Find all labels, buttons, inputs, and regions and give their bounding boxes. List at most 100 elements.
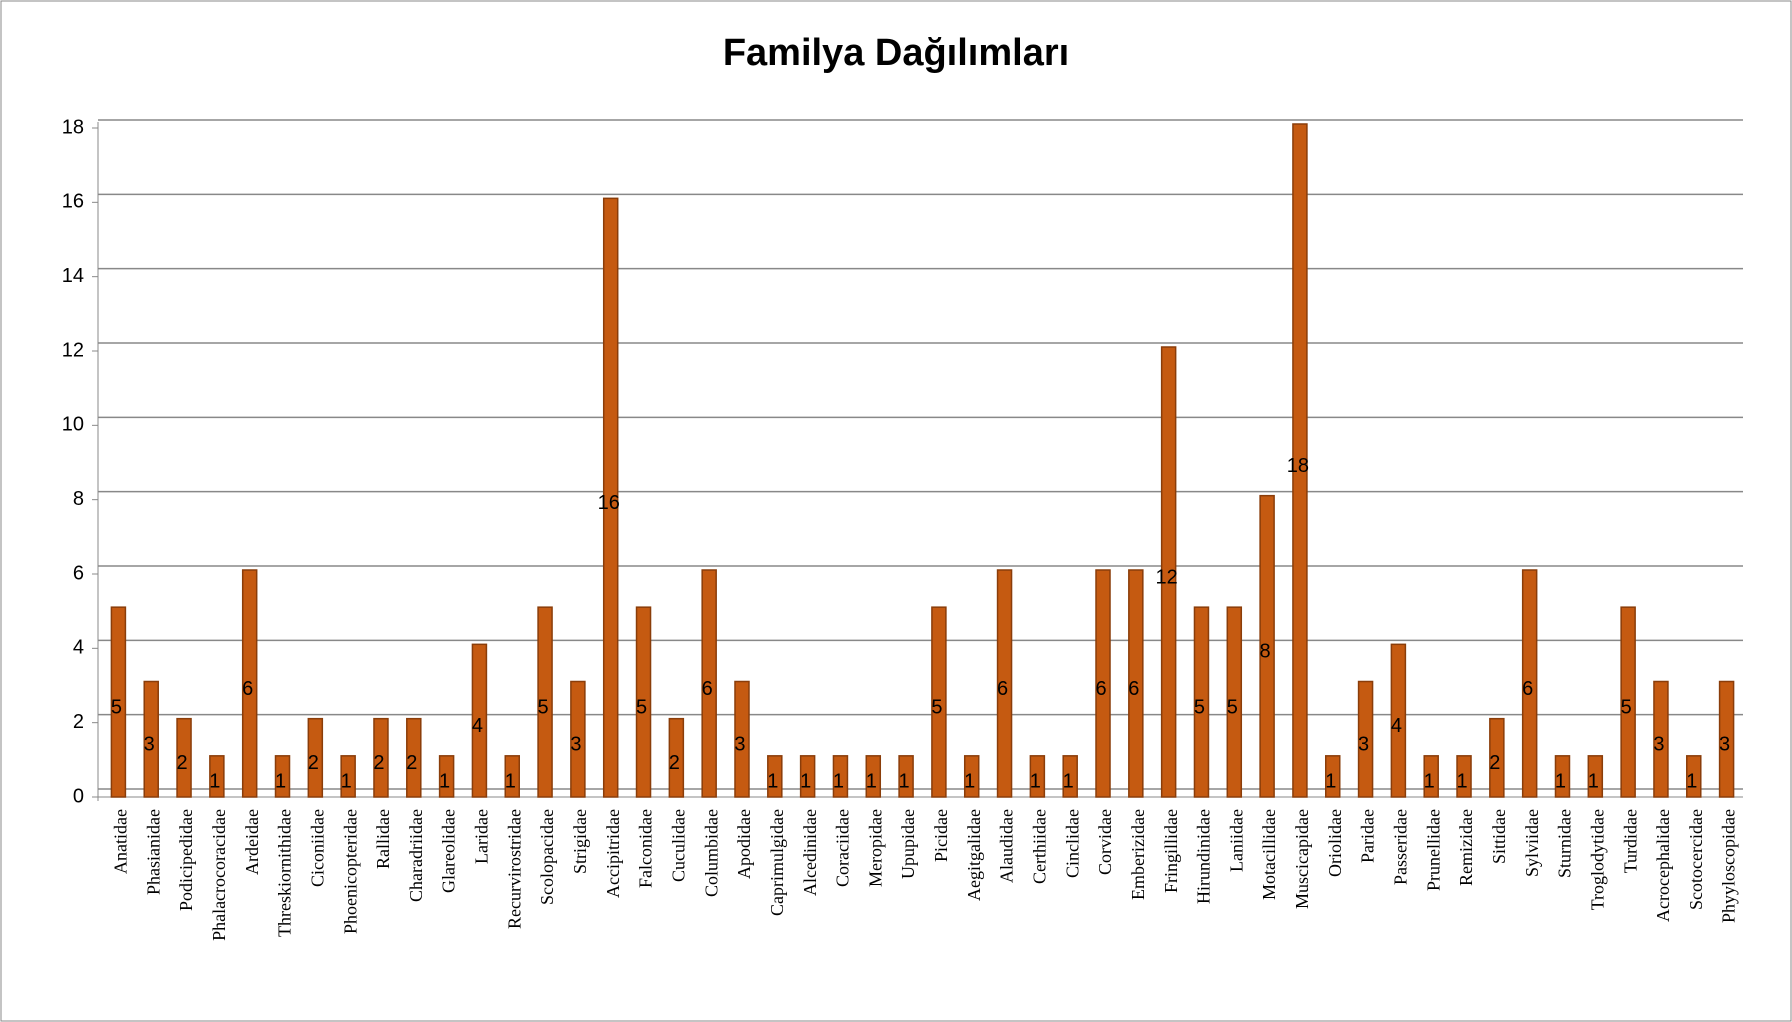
y-tick-label: 8 (73, 488, 84, 510)
y-tick-label: 16 (62, 191, 84, 213)
x-tick-label: Phoenicopteridae (340, 809, 360, 934)
x-tick-label: Podicipedidae (176, 809, 196, 911)
x-tick-label: Recurvirostridae (504, 809, 524, 929)
value-label: 3 (144, 734, 155, 756)
bar (110, 606, 127, 798)
bar (570, 680, 586, 798)
bar (209, 755, 225, 798)
bar (931, 606, 947, 798)
x-tick-label: Coraciidae (833, 809, 853, 887)
value-label: 1 (1424, 771, 1435, 793)
bar (471, 643, 488, 798)
x-tick-label: Ciconiidae (307, 809, 327, 887)
x-tick-label: Passeridae (1391, 809, 1411, 885)
x-tick-label: Anatidae (111, 809, 131, 874)
value-label: 3 (1653, 734, 1664, 756)
bar (1259, 494, 1275, 798)
bar (1686, 755, 1702, 798)
bar (274, 755, 291, 798)
x-tick-label: Columbidae (701, 809, 721, 897)
bar (1456, 755, 1472, 798)
bar (1128, 569, 1144, 798)
value-label: 5 (1621, 696, 1632, 718)
value-label: 4 (1391, 715, 1402, 737)
value-label: 1 (1456, 771, 1467, 793)
x-tick-label: Cuculidae (668, 809, 688, 882)
value-label: 1 (964, 771, 975, 793)
bar (701, 569, 717, 798)
bar (1521, 569, 1538, 798)
bar (504, 755, 520, 798)
bar (406, 717, 422, 798)
y-tick-label: 4 (73, 637, 84, 659)
x-tick-label: Paridae (1358, 809, 1378, 863)
value-label: 6 (1522, 678, 1533, 700)
value-label: 1 (1555, 771, 1566, 793)
x-tick-label: Charadriidae (406, 809, 426, 902)
x-tick-label: Prunellidae (1423, 809, 1443, 891)
bar (996, 569, 1013, 798)
y-tick-label: 6 (73, 562, 84, 584)
y-tick-label: 10 (62, 414, 84, 436)
value-label: 5 (931, 696, 942, 718)
bar (1325, 755, 1341, 798)
bar (438, 755, 455, 798)
bar (1554, 755, 1571, 798)
value-label: 4 (472, 715, 483, 737)
x-tick-label: Sturnidae (1555, 809, 1575, 878)
x-tick-label: Aegitgalidae (964, 809, 984, 901)
x-tick-label: Phasianidae (143, 809, 163, 895)
x-tick-label: Alaudidae (997, 809, 1017, 883)
bar (668, 717, 685, 798)
x-tick-label: Turdidae (1620, 809, 1640, 873)
y-tick-label: 12 (62, 339, 84, 361)
value-label: 18 (1287, 455, 1309, 477)
value-label: 1 (505, 771, 516, 793)
x-tick-label: Falconidae (636, 809, 656, 888)
bar (799, 755, 816, 798)
value-label: 6 (702, 678, 713, 700)
bar (1357, 680, 1374, 798)
bar (1292, 123, 1308, 798)
bar (1226, 606, 1243, 798)
bar (1653, 680, 1669, 798)
value-label: 8 (1260, 641, 1271, 663)
value-label: 1 (800, 771, 811, 793)
x-tick-label: Remizidae (1456, 809, 1476, 886)
value-label: 5 (1194, 696, 1205, 718)
value-label: 1 (1588, 771, 1599, 793)
x-tick-label: Apodidae (734, 809, 754, 879)
y-tick-label: 14 (62, 265, 84, 287)
bar (1193, 606, 1210, 798)
y-tick-label: 2 (73, 711, 84, 733)
x-tick-label: Rallidae (373, 809, 393, 869)
value-label: 1 (209, 771, 220, 793)
value-label: 1 (439, 771, 450, 793)
value-label: 6 (1128, 678, 1139, 700)
x-tick-label: Sittidae (1489, 809, 1509, 864)
bar (241, 569, 258, 798)
value-label: 3 (734, 734, 745, 756)
x-tick-label: Scolopacidae (537, 809, 557, 905)
value-label: 1 (1063, 771, 1074, 793)
x-tick-label: Laridae (472, 809, 492, 864)
bar (1062, 755, 1078, 798)
value-label: 5 (1227, 696, 1238, 718)
value-label: 3 (1358, 734, 1369, 756)
value-label: 6 (242, 678, 253, 700)
bar (537, 606, 553, 798)
bar (832, 755, 849, 798)
bar (1029, 755, 1046, 798)
x-tick-label: Hirundinidae (1194, 809, 1214, 904)
y-tick-label: 0 (73, 785, 84, 807)
x-tick-label: Certhiidae (1029, 809, 1049, 884)
bar (340, 755, 356, 798)
chart-title: Familya Dağılımları (723, 32, 1069, 74)
x-tick-label: Acrocephalidae (1653, 809, 1673, 922)
value-label: 2 (176, 752, 187, 774)
x-tick-label: Laniidae (1226, 809, 1246, 872)
x-tick-label: Scotocercidae (1686, 809, 1706, 910)
x-tick-label: Threskiornithidae (275, 809, 295, 937)
bar (767, 755, 783, 798)
x-tick-label: Muscicapidae (1292, 809, 1312, 909)
